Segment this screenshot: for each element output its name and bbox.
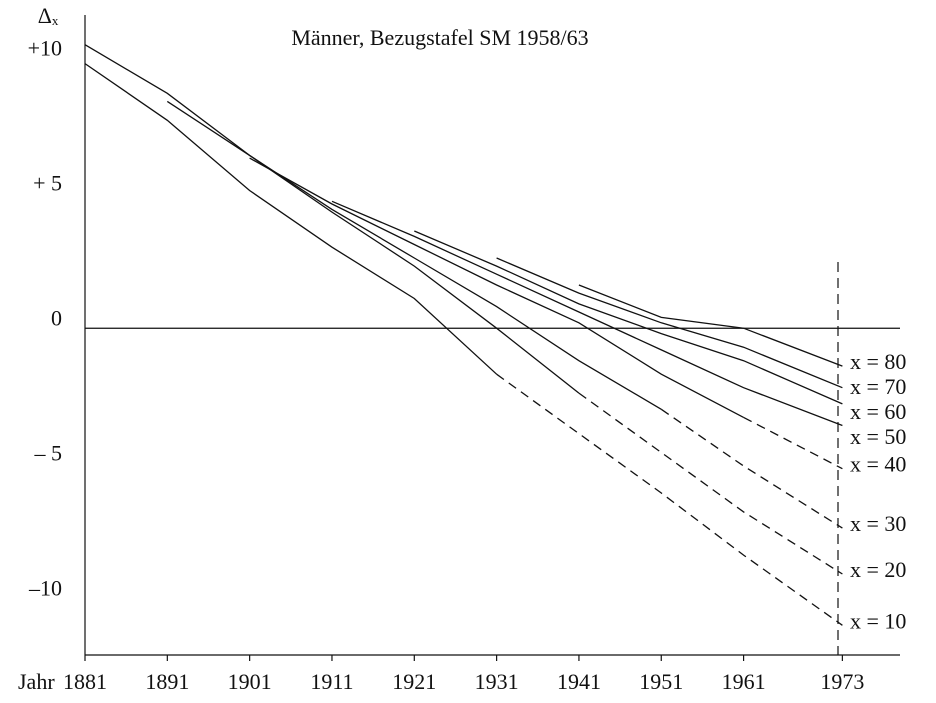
x-tick-label: 1941 (557, 669, 601, 694)
y-axis-label: Δₓ (38, 3, 59, 28)
series-label: x = 20 (850, 557, 906, 582)
projected-line (496, 373, 843, 626)
series-label: x = 30 (850, 511, 906, 536)
line (496, 257, 843, 389)
y-tick-label: 0 (51, 305, 62, 330)
series-label: x = 10 (850, 608, 906, 633)
x-tick-label: 1973 (820, 669, 864, 694)
series-label: x = 60 (850, 399, 906, 424)
line (166, 100, 662, 410)
series-label: x = 40 (850, 452, 906, 477)
chart-title: Männer, Bezugstafel SM 1958/63 (291, 25, 588, 50)
x-tick-label: 1901 (228, 669, 272, 694)
y-tick-label: – 5 (34, 440, 63, 465)
line (414, 230, 843, 405)
x-tick-label: 1961 (722, 669, 766, 694)
series-label: x = 50 (850, 424, 906, 449)
projected-line (578, 392, 843, 575)
x-tick-label: 1951 (639, 669, 683, 694)
x-tick-label: 1881 (63, 669, 107, 694)
projected-line (743, 416, 843, 470)
series-label: x = 80 (850, 349, 906, 374)
projected-line (660, 408, 843, 529)
x-tick-label: 1931 (475, 669, 519, 694)
series-label: x = 70 (850, 374, 906, 399)
line (84, 44, 580, 394)
line (578, 284, 843, 367)
x-tick-label: 1911 (310, 669, 353, 694)
y-tick-label: +10 (28, 35, 62, 60)
y-tick-label: + 5 (33, 170, 62, 195)
line (84, 63, 498, 375)
x-axis-label: Jahr (18, 669, 55, 694)
y-tick-label: –10 (28, 575, 62, 600)
x-tick-label: 1891 (145, 669, 189, 694)
line (249, 157, 744, 418)
x-tick-label: 1921 (392, 669, 436, 694)
line (331, 200, 843, 427)
